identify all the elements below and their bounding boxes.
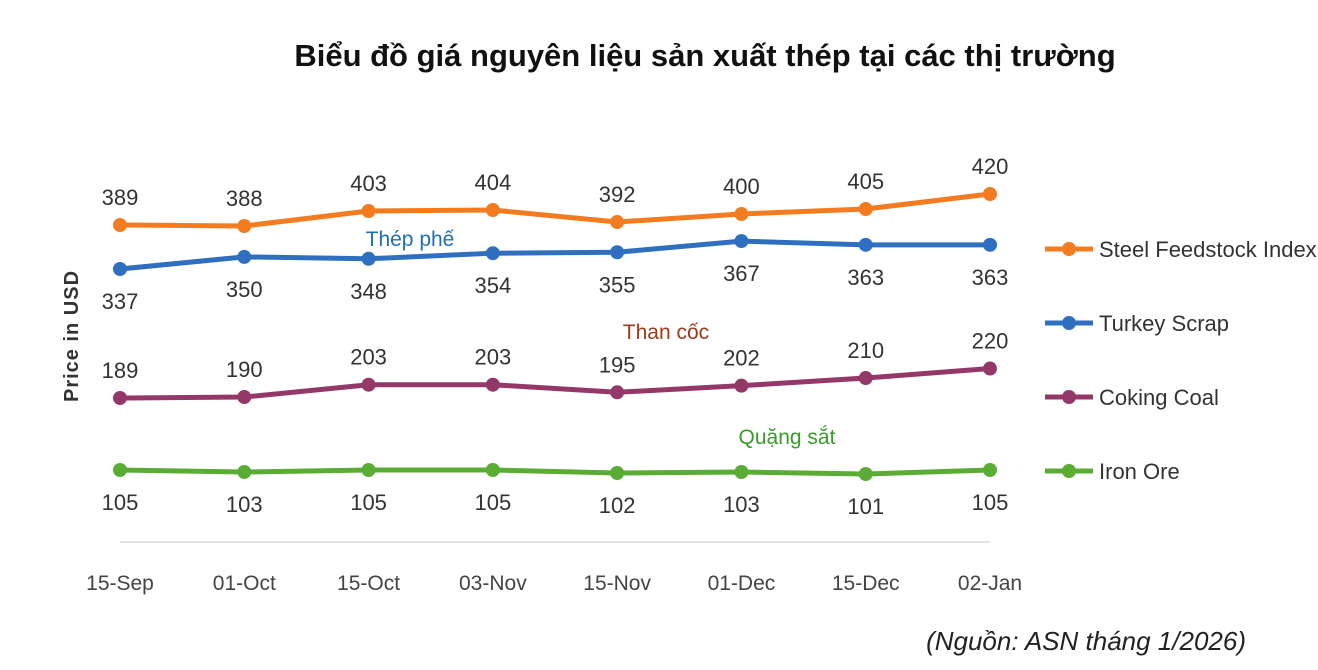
- data-point: [983, 187, 997, 201]
- legend-label: Coking Coal: [1099, 385, 1219, 410]
- data-point: [858, 202, 873, 216]
- data-label: 420: [972, 154, 1009, 179]
- data-label: 189: [102, 358, 139, 383]
- data-point: [610, 245, 625, 260]
- data-label: 350: [226, 277, 263, 302]
- data-point: [983, 361, 997, 376]
- data-point: [734, 378, 749, 393]
- legend-marker: [1062, 316, 1076, 330]
- data-point: [734, 234, 749, 249]
- chart-annotation: Than cốc: [623, 321, 709, 344]
- data-point: [113, 262, 127, 276]
- legend-marker: [1062, 242, 1076, 256]
- data-label: 367: [723, 261, 760, 286]
- data-label: 337: [102, 289, 139, 314]
- series-line: [119, 467, 991, 477]
- source-note: (Nguồn: ASN tháng 1/2026): [926, 626, 1246, 656]
- data-point: [113, 218, 127, 232]
- legend-marker: [1062, 464, 1076, 478]
- data-point: [361, 251, 376, 266]
- data-label: 392: [599, 182, 636, 207]
- data-label: 105: [972, 490, 1009, 515]
- data-point: [858, 371, 873, 386]
- data-label: 363: [847, 265, 884, 290]
- data-point: [983, 237, 997, 252]
- data-label: 203: [350, 345, 387, 370]
- x-tick-label: 02-Jan: [958, 572, 1022, 595]
- data-label: 202: [723, 346, 760, 371]
- data-point: [237, 219, 252, 233]
- legend-label: Iron Ore: [1099, 459, 1180, 484]
- data-point: [485, 203, 500, 217]
- data-point: [113, 463, 127, 477]
- data-label: 220: [972, 329, 1009, 354]
- chart-annotation: Quặng sắt: [739, 426, 836, 449]
- data-label: 105: [474, 490, 511, 515]
- data-label: 354: [474, 273, 511, 298]
- data-label: 195: [599, 352, 636, 377]
- data-label: 103: [723, 492, 760, 517]
- data-label: 348: [350, 279, 387, 304]
- data-point: [485, 246, 500, 261]
- legend-marker: [1062, 390, 1076, 404]
- x-tick-label: 15-Oct: [337, 572, 400, 595]
- data-label: 363: [972, 265, 1009, 290]
- data-point: [113, 391, 127, 405]
- data-label: 355: [599, 272, 636, 297]
- y-axis-label: Price in USD: [61, 270, 83, 402]
- data-point: [361, 463, 376, 477]
- series-line: [119, 238, 990, 272]
- chart-annotation: Thép phế: [366, 228, 455, 251]
- data-point: [610, 466, 625, 480]
- data-point: [734, 207, 749, 221]
- data-label: 405: [847, 169, 884, 194]
- data-label: 210: [847, 338, 884, 363]
- x-tick-label: 03-Nov: [459, 572, 527, 595]
- legend-label: Turkey Scrap: [1099, 311, 1229, 336]
- data-label: 101: [847, 494, 884, 519]
- data-point: [237, 390, 252, 405]
- data-point: [485, 463, 500, 477]
- chart-title: Biểu đồ giá nguyên liệu sản xuất thép tạ…: [294, 38, 1116, 73]
- x-tick-label: 01-Oct: [213, 572, 276, 595]
- data-point: [610, 215, 625, 229]
- data-label: 203: [474, 345, 511, 370]
- series-line: [119, 366, 991, 401]
- data-point: [610, 385, 625, 400]
- data-label: 102: [599, 493, 636, 518]
- data-point: [983, 463, 997, 477]
- series-line: [119, 191, 991, 229]
- legend-label: Steel Feedstock Index: [1099, 237, 1317, 262]
- data-point: [237, 465, 252, 479]
- data-label: 403: [350, 171, 387, 196]
- data-label: 103: [226, 492, 263, 517]
- data-label: 404: [474, 170, 511, 195]
- data-point: [485, 377, 500, 392]
- x-tick-label: 15-Nov: [583, 572, 651, 595]
- data-point: [361, 204, 376, 218]
- x-tick-label: 15-Dec: [832, 572, 900, 595]
- x-tick-label: 01-Dec: [708, 572, 776, 595]
- data-label: 389: [102, 185, 139, 210]
- data-label: 105: [350, 490, 387, 515]
- data-label: 190: [226, 357, 263, 382]
- data-point: [734, 465, 749, 479]
- data-label: 388: [226, 186, 263, 211]
- data-point: [361, 377, 376, 392]
- data-label: 105: [102, 490, 139, 515]
- data-point: [858, 237, 873, 252]
- data-point: [858, 467, 873, 481]
- x-tick-label: 15-Sep: [86, 572, 154, 595]
- data-label: 400: [723, 174, 760, 199]
- data-point: [237, 249, 252, 264]
